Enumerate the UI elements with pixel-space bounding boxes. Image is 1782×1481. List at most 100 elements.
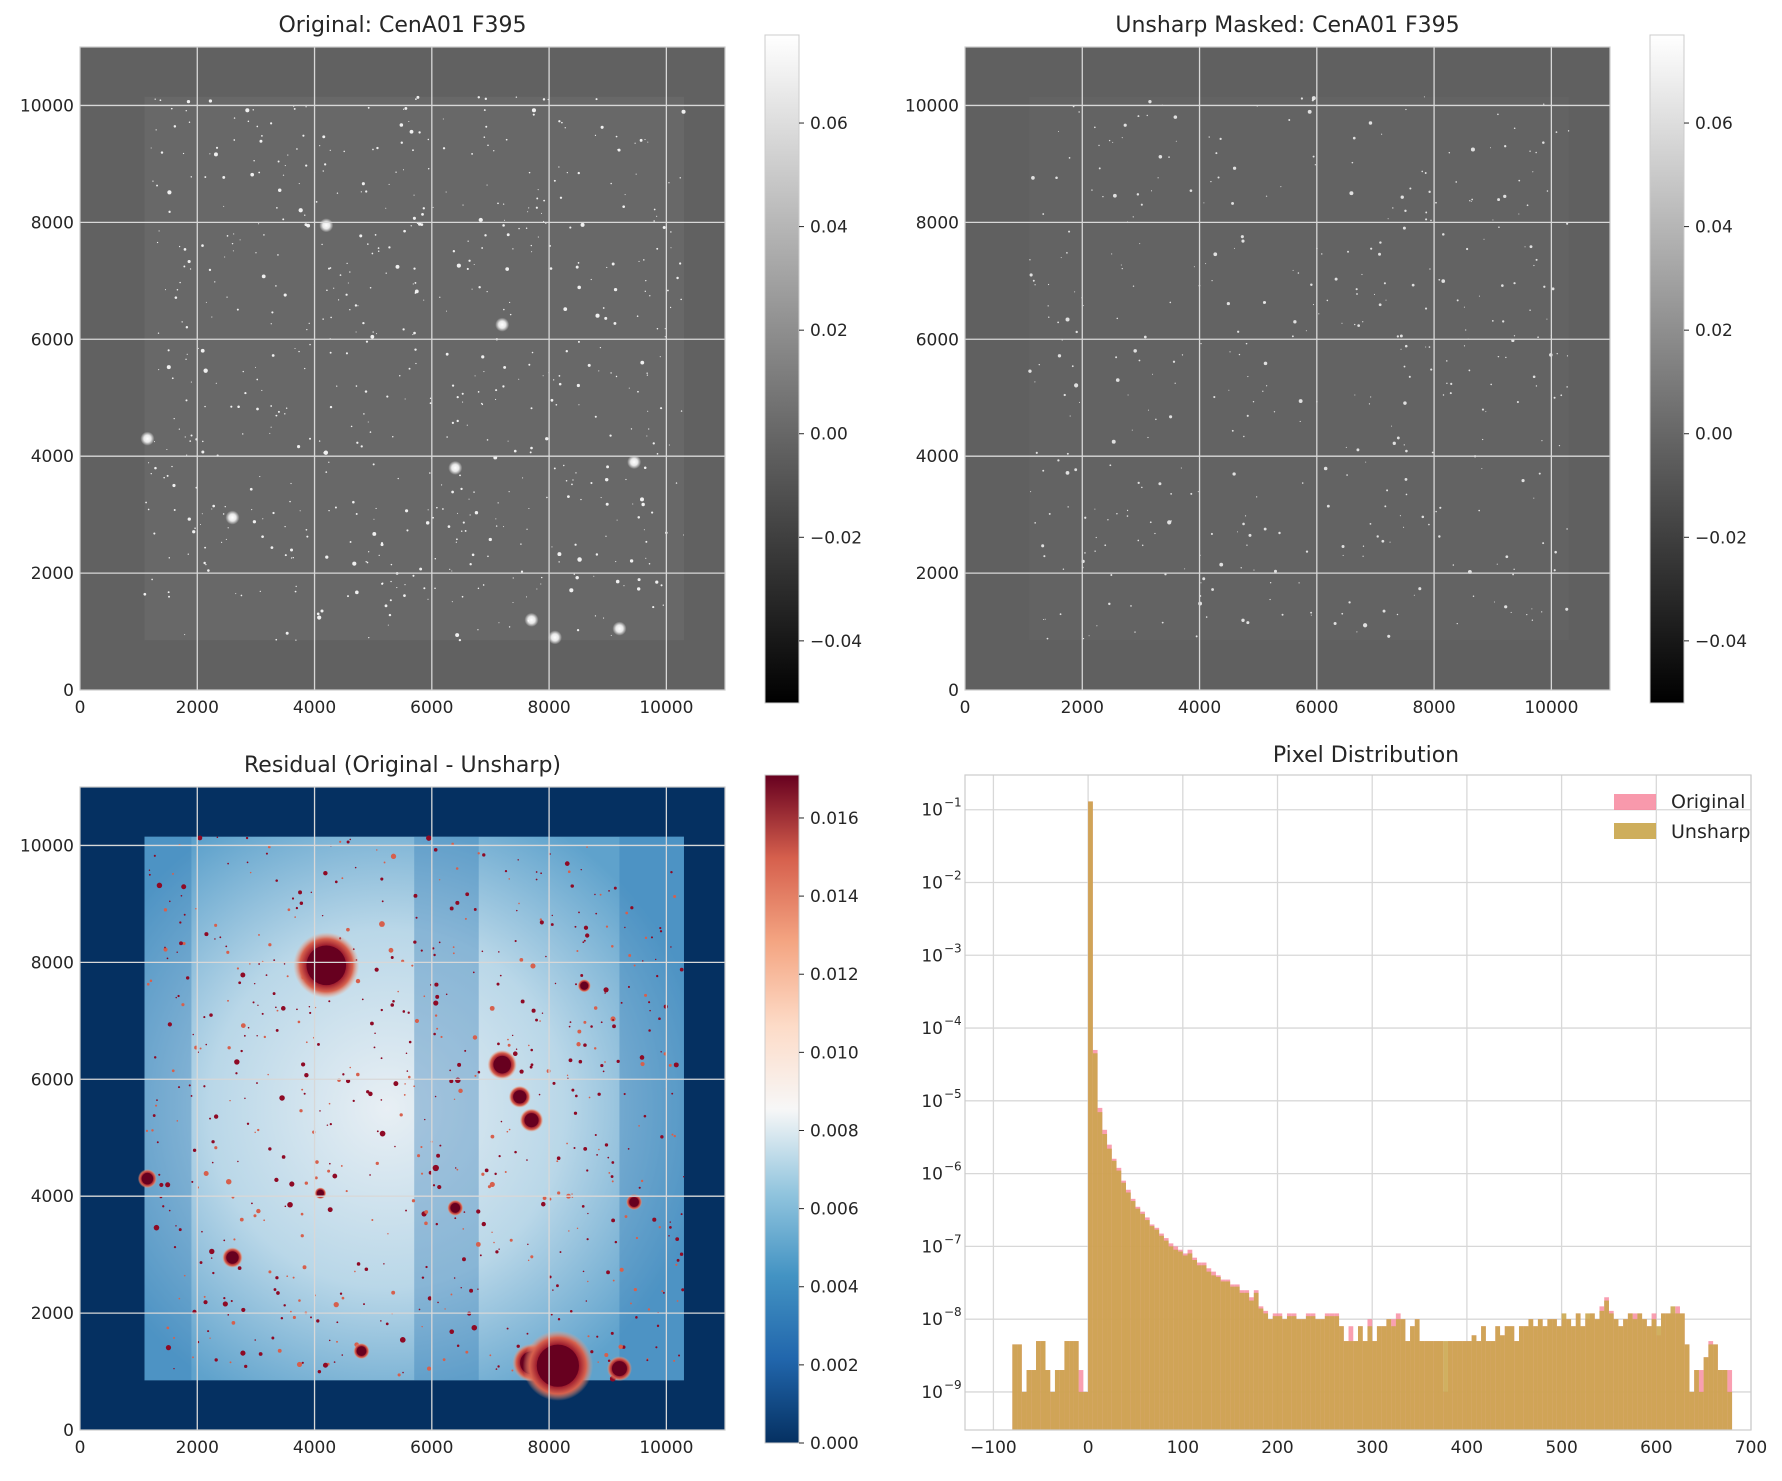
panel-original: Original: CenA01 F395 0 2000 4000 6000 8000 1… xyxy=(20,13,862,718)
residual-point-source xyxy=(407,1011,410,1014)
star xyxy=(355,512,358,515)
residual-point-source xyxy=(403,1094,406,1096)
histogram-bar xyxy=(1045,1370,1051,1430)
residual-point-source xyxy=(421,1276,425,1279)
residual-bright-core xyxy=(316,1189,324,1197)
star xyxy=(485,125,488,128)
star xyxy=(647,410,649,412)
residual-point-source xyxy=(433,1000,439,1006)
star xyxy=(413,267,416,270)
star xyxy=(304,367,306,370)
residual-point-source xyxy=(209,1248,215,1255)
star xyxy=(1231,201,1235,205)
star xyxy=(1067,506,1069,508)
residual-point-source xyxy=(436,1027,439,1030)
star xyxy=(598,370,600,372)
legend-label-unsharp: Unsharp xyxy=(1671,821,1750,843)
star xyxy=(486,184,488,186)
residual-point-source xyxy=(404,1083,406,1085)
residual-point-source xyxy=(253,1214,257,1218)
star xyxy=(1404,477,1408,481)
x-tick-label: 8000 xyxy=(527,1438,570,1458)
histogram-bar xyxy=(1197,1265,1202,1430)
residual-point-source xyxy=(192,1356,194,1359)
residual-point-source xyxy=(341,1354,344,1356)
star xyxy=(1150,190,1153,192)
residual-point-source xyxy=(388,947,394,953)
star xyxy=(569,588,574,593)
star xyxy=(343,150,345,153)
star xyxy=(415,362,417,365)
star xyxy=(1246,414,1249,417)
star xyxy=(622,205,626,208)
star xyxy=(168,557,171,559)
star xyxy=(1553,396,1556,399)
star xyxy=(606,266,608,268)
star xyxy=(1035,451,1038,454)
star xyxy=(660,584,663,587)
histogram-bar xyxy=(1348,1341,1354,1430)
residual-point-source xyxy=(538,1093,541,1096)
residual-point-source xyxy=(376,1130,379,1133)
star xyxy=(1155,418,1157,421)
residual-point-source xyxy=(644,993,648,997)
star xyxy=(412,283,414,285)
star xyxy=(656,327,659,330)
residual-point-source xyxy=(590,1350,594,1354)
residual-point-source xyxy=(638,1125,640,1127)
residual-point-source xyxy=(597,1361,599,1363)
star xyxy=(656,247,659,250)
histogram-bar xyxy=(1125,1192,1131,1430)
star xyxy=(553,379,555,381)
star xyxy=(459,474,461,477)
histogram-bar xyxy=(1220,1281,1226,1430)
star xyxy=(659,356,661,358)
star xyxy=(498,622,500,624)
star xyxy=(1535,258,1538,261)
star xyxy=(1172,360,1176,363)
star xyxy=(1197,491,1199,493)
star xyxy=(395,264,400,269)
star xyxy=(469,514,471,516)
star xyxy=(464,530,467,532)
residual-point-source xyxy=(179,941,183,946)
residual-point-source xyxy=(635,1236,639,1240)
residual-point-source xyxy=(595,912,598,915)
residual-point-source xyxy=(519,1069,524,1074)
x-tick-label: 2000 xyxy=(176,1438,219,1458)
star xyxy=(604,477,609,482)
star xyxy=(1029,273,1033,277)
star xyxy=(168,210,171,213)
panel-unsharp-frame xyxy=(964,46,1611,691)
histogram-bar xyxy=(1665,1313,1671,1430)
star xyxy=(1238,353,1241,356)
residual-point-source xyxy=(573,1146,576,1150)
residual-point-source xyxy=(456,1168,459,1171)
star xyxy=(188,121,191,123)
histogram-bar xyxy=(1031,1370,1037,1430)
histogram-series-unsharp xyxy=(1012,801,1733,1430)
star xyxy=(275,285,277,287)
star xyxy=(242,370,244,373)
bright-star xyxy=(524,612,539,627)
residual-point-source xyxy=(418,1308,421,1311)
residual-point-source xyxy=(583,925,589,930)
star xyxy=(187,553,189,555)
residual-point-source xyxy=(258,933,260,936)
residual-point-source xyxy=(279,1095,285,1101)
star xyxy=(296,148,298,150)
residual-point-source xyxy=(527,1259,530,1262)
star xyxy=(508,626,511,628)
residual-point-source xyxy=(292,1276,295,1279)
star xyxy=(368,636,370,639)
residual-point-source xyxy=(355,978,361,984)
residual-point-source xyxy=(349,1066,352,1069)
histogram-bar xyxy=(1504,1326,1510,1430)
star xyxy=(1116,317,1119,320)
residual-point-source xyxy=(594,893,596,896)
star xyxy=(610,634,612,636)
star xyxy=(1355,288,1358,291)
colorbar-tick-label: 0.00 xyxy=(1695,425,1733,445)
residual-point-source xyxy=(587,1280,589,1283)
y-tick-label: 0 xyxy=(948,681,959,701)
